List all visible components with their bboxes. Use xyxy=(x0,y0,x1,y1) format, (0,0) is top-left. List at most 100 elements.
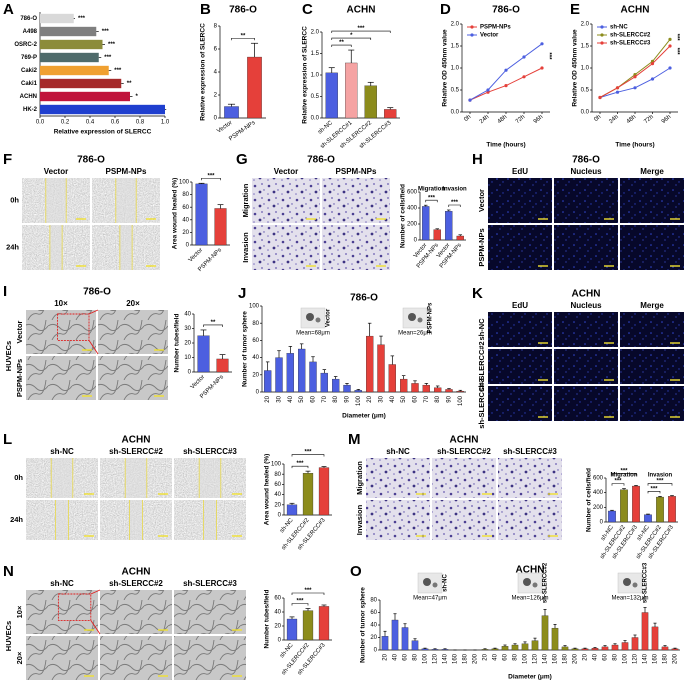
bar xyxy=(309,361,317,393)
bar xyxy=(433,229,441,241)
point xyxy=(598,95,602,100)
y-axis-label: Relative expression of SLERCC xyxy=(302,26,309,124)
y-tick-label: 600 xyxy=(407,190,418,196)
micrograph xyxy=(26,636,98,680)
y-tick-label: 60 xyxy=(182,205,189,211)
x-tick-label: 70 xyxy=(322,395,328,402)
micrograph xyxy=(488,386,552,421)
row-label: sh-SLERCC#2 xyxy=(477,341,486,391)
micrograph xyxy=(26,310,96,354)
significance-bracket xyxy=(647,483,673,486)
point xyxy=(633,86,637,90)
x-axis-label: Relative expression of SLERCC xyxy=(54,129,152,136)
micrograph xyxy=(26,590,98,634)
bar xyxy=(318,606,330,641)
significance: * xyxy=(136,94,139,100)
y-axis-label: Number of cells/field xyxy=(586,468,593,532)
bar xyxy=(286,353,294,393)
x-tick-label: 120 xyxy=(433,653,439,664)
group-label: Invasion xyxy=(648,473,673,479)
x-tick-label: 0.2 xyxy=(61,120,70,126)
bar xyxy=(531,640,539,651)
bar xyxy=(40,78,122,89)
panel-letter: C xyxy=(302,1,313,18)
y-axis-label: Number tubes/field xyxy=(174,314,181,373)
series-line xyxy=(599,45,671,98)
micrograph xyxy=(366,500,430,540)
y-tick-label: 80 xyxy=(370,598,377,604)
y-tick-label: 1.5 xyxy=(311,51,320,57)
y-tick-label: 0.0 xyxy=(451,110,460,116)
panel-letter: I xyxy=(3,283,7,300)
panel-title: ACHN xyxy=(572,289,601,300)
category-label: HK-2 xyxy=(23,107,38,113)
inset-sphere xyxy=(432,582,438,588)
bar xyxy=(381,636,389,651)
significance-bracket xyxy=(291,454,325,457)
y-axis-label: Number of tumor sphere xyxy=(360,587,367,663)
wound-area xyxy=(125,458,147,498)
micrograph xyxy=(498,500,562,540)
bar xyxy=(286,618,298,641)
x-tick-label: 30 xyxy=(379,395,385,402)
y-tick-label: 20 xyxy=(274,624,281,630)
micrograph xyxy=(554,349,618,384)
bar xyxy=(247,56,262,119)
y-tick-label: 0 xyxy=(214,116,218,122)
x-tick-label: 40 xyxy=(593,653,599,660)
y-tick-label: 400 xyxy=(407,206,418,212)
micrograph xyxy=(620,312,684,347)
y-tick-label: 0 xyxy=(600,520,604,526)
x-tick-label: 90 xyxy=(345,395,351,402)
point xyxy=(468,98,472,102)
x-tick-label: 180 xyxy=(463,653,469,664)
y-tick-label: 600 xyxy=(593,476,604,482)
inset-mean: Mean=126μm xyxy=(512,596,549,602)
bar xyxy=(224,106,239,119)
x-tick-label: 40 xyxy=(493,653,499,660)
bar xyxy=(298,348,306,393)
significance: *** xyxy=(357,26,365,32)
x-axis-label: Diameter (μm) xyxy=(342,413,386,420)
significance: *** xyxy=(673,48,679,56)
legend-marker xyxy=(600,25,604,29)
x-tick-label: 60 xyxy=(403,653,409,660)
chart-title: ACHN xyxy=(621,5,650,16)
x-axis-label: Diameter (μm) xyxy=(508,674,552,681)
micrograph xyxy=(488,178,552,223)
wound-area xyxy=(119,225,133,270)
inset-sphere xyxy=(315,317,321,323)
column-label: sh-NC xyxy=(50,579,74,588)
significance: ** xyxy=(339,40,344,46)
x-tick-label: 50 xyxy=(299,395,305,402)
row-label: 20× xyxy=(15,651,24,664)
row-label: sh-SLERCC#3 xyxy=(477,378,486,428)
x-tick-label: 0.0 xyxy=(36,120,45,126)
x-tick-label: Vector xyxy=(190,374,206,390)
significance: *** xyxy=(304,588,312,594)
x-tick-label: 20 xyxy=(583,653,589,660)
y-tick-label: 0 xyxy=(256,390,260,396)
x-tick-label: 100 xyxy=(458,395,464,406)
y-axis-label: Relative OD 450nm value xyxy=(572,29,579,107)
x-tick-label: 0h xyxy=(463,114,472,123)
y-tick-label: 2.0 xyxy=(311,30,320,36)
significance-bracket xyxy=(331,44,352,48)
point xyxy=(486,90,490,94)
y-tick-label: 100 xyxy=(271,462,282,468)
point xyxy=(650,62,655,66)
x-tick-label: 100 xyxy=(423,653,429,664)
column-label: sh-SLERCC#2 xyxy=(437,447,491,456)
bar xyxy=(671,648,679,651)
bar xyxy=(286,504,298,516)
bar xyxy=(445,389,453,393)
wound-area xyxy=(203,500,217,540)
inset-label: Vector xyxy=(326,308,332,327)
panel-letter: L xyxy=(3,431,12,448)
x-tick-label: 200 xyxy=(573,653,579,664)
x-tick-label: 180 xyxy=(663,653,669,664)
inset-sphere xyxy=(408,313,416,321)
column-label: PSPM-NPs xyxy=(336,167,377,176)
y-tick-label: 2 xyxy=(214,93,218,99)
x-tick-label: sh-NC xyxy=(279,517,295,534)
